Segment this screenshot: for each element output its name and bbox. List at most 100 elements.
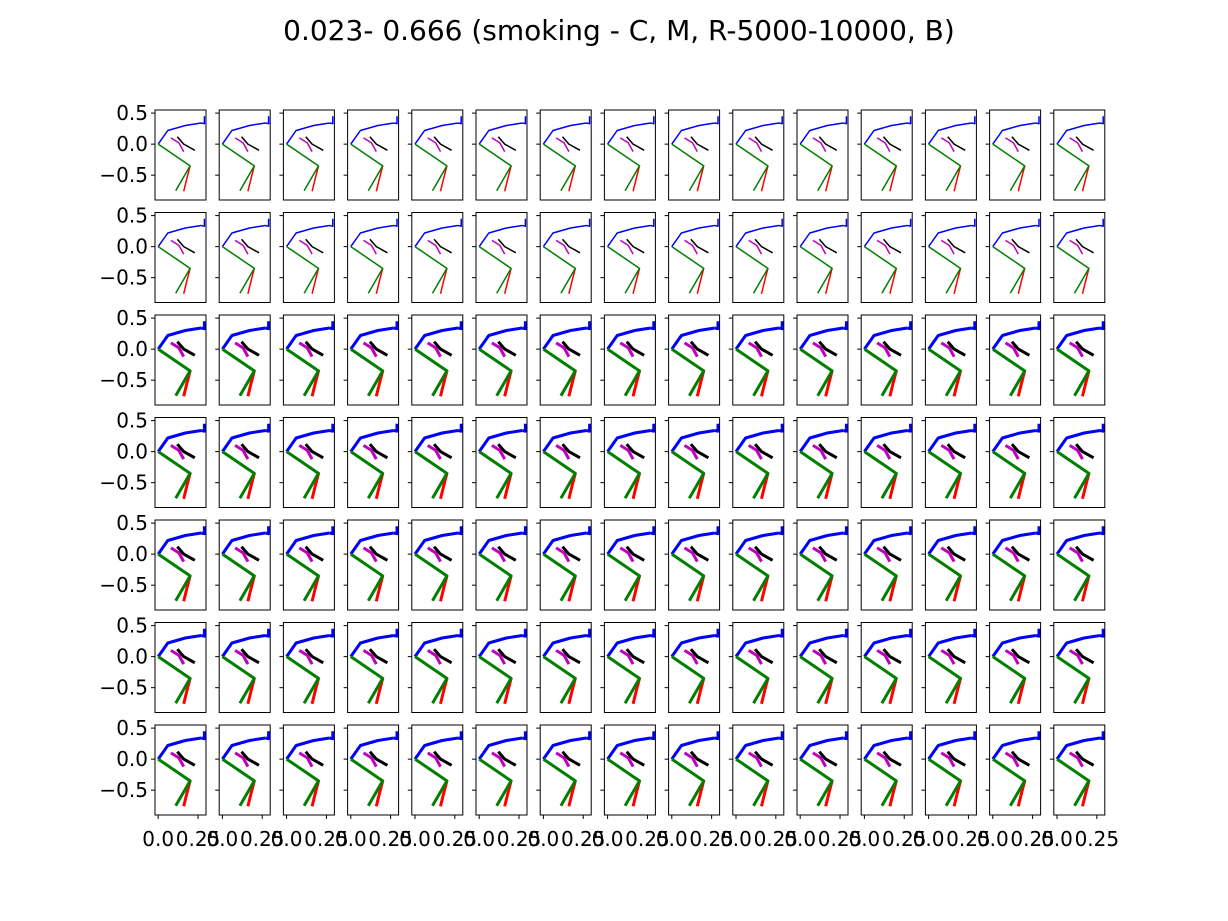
panel-r0-c9 xyxy=(728,109,785,201)
series-0-segment-0 xyxy=(991,736,1037,760)
series-1-segment-0 xyxy=(747,649,763,665)
panel-frame xyxy=(668,212,721,303)
series-3-segment-0 xyxy=(247,268,256,294)
series-4-segment-0 xyxy=(478,552,513,602)
series-0-segment-1 xyxy=(1035,321,1041,331)
panel-frame xyxy=(282,109,335,201)
series-0-segment-1 xyxy=(843,218,848,227)
series-0-segment-1 xyxy=(842,731,848,741)
panel-frame xyxy=(218,724,271,816)
series-0-segment-1 xyxy=(200,321,206,331)
series-0-segment-0 xyxy=(927,736,972,760)
panel-frame xyxy=(732,212,785,303)
panel-r4-c1 xyxy=(215,519,271,611)
series-0-segment-0 xyxy=(670,634,716,658)
x-tick-label: 0.0 xyxy=(784,827,816,851)
panel-frame xyxy=(924,519,977,611)
panel-frame xyxy=(539,314,592,406)
series-1-segment-0 xyxy=(940,546,956,563)
x-tick-label: 0.25 xyxy=(561,827,606,851)
series-2-segment-0 xyxy=(1074,545,1095,562)
series-2-segment-0 xyxy=(689,648,710,665)
panel-frame xyxy=(989,417,1042,508)
series-1-segment-0 xyxy=(940,137,955,152)
panel-frame xyxy=(796,519,849,611)
series-2-segment-0 xyxy=(690,238,709,254)
panel-frame xyxy=(475,314,528,406)
panel-frame xyxy=(154,109,207,201)
series-0-segment-0 xyxy=(606,634,651,658)
series-4-segment-0 xyxy=(799,450,834,499)
panel-r5-c10 xyxy=(793,622,849,713)
x-tick-label: 0.25 xyxy=(497,827,542,851)
series-4-segment-0 xyxy=(350,143,384,192)
y-tick-label: 0.5 xyxy=(116,716,148,740)
series-4-segment-0 xyxy=(927,655,962,704)
series-0-segment-0 xyxy=(477,429,523,453)
panel-r0-c2 xyxy=(279,109,335,201)
series-2-segment-0 xyxy=(240,648,260,665)
series-1-segment-0 xyxy=(747,341,763,358)
series-4-segment-0 xyxy=(735,245,769,294)
panel-frame xyxy=(282,724,335,816)
panel-r2-c4 xyxy=(407,314,464,406)
series-1-segment-0 xyxy=(619,137,634,152)
series-1-segment-0 xyxy=(683,751,699,768)
series-2-segment-0 xyxy=(240,238,260,254)
series-0-segment-1 xyxy=(714,321,720,331)
series-1-segment-0 xyxy=(298,444,314,460)
series-2-segment-0 xyxy=(626,238,645,254)
panel-frame xyxy=(796,417,849,508)
series-1-segment-0 xyxy=(234,444,250,460)
series-0-segment-0 xyxy=(992,122,1036,145)
panel-r5-c11 xyxy=(857,622,913,713)
panel-frame xyxy=(732,519,785,611)
series-4-segment-0 xyxy=(1056,552,1091,602)
series-0-segment-1 xyxy=(201,116,206,125)
panel-frame xyxy=(860,314,913,406)
series-1-segment-0 xyxy=(426,546,442,563)
series-3-segment-0 xyxy=(889,165,898,192)
series-1-segment-0 xyxy=(491,444,507,460)
x-tick-label: 0.0 xyxy=(142,827,174,851)
panel-frame xyxy=(154,622,207,713)
series-4-segment-0 xyxy=(606,757,641,807)
series-3-segment-0 xyxy=(953,268,962,294)
series-3-segment-0 xyxy=(760,268,769,294)
series-0-segment-0 xyxy=(799,122,844,145)
series-2-segment-0 xyxy=(497,340,517,357)
panel-frame xyxy=(282,417,335,508)
series-1-segment-0 xyxy=(812,546,828,563)
series-0-segment-0 xyxy=(1055,326,1101,350)
panel-frame xyxy=(603,724,656,816)
series-1-segment-0 xyxy=(876,649,892,665)
series-4-segment-0 xyxy=(606,552,641,602)
series-1-segment-0 xyxy=(234,137,249,152)
series-4-segment-0 xyxy=(992,245,1026,294)
panel-r6-c12: 0.0 0.25 xyxy=(913,724,991,851)
series-1-segment-0 xyxy=(426,444,442,460)
y-tick-label: 0.5 xyxy=(116,409,148,433)
panel-r1-c12 xyxy=(921,212,977,303)
panel-r2-c9 xyxy=(728,314,785,406)
series-0-segment-0 xyxy=(927,531,972,555)
series-4-segment-0 xyxy=(414,757,449,807)
series-1-segment-0 xyxy=(298,546,314,563)
panel-r4-c9 xyxy=(728,519,785,611)
series-0-segment-0 xyxy=(606,429,651,453)
panel-r1-c0: 0.5 0.0 −0.5 xyxy=(99,204,207,303)
series-0-segment-1 xyxy=(586,218,591,227)
panel-frame xyxy=(154,724,207,816)
series-0-segment-0 xyxy=(285,224,330,248)
series-2-segment-0 xyxy=(561,340,581,357)
series-2-segment-0 xyxy=(1075,136,1094,151)
panel-r2-c3 xyxy=(343,314,400,406)
panel-r2-c7 xyxy=(600,314,656,406)
panel-frame xyxy=(603,417,656,508)
series-2-segment-0 xyxy=(818,238,838,254)
series-2-segment-0 xyxy=(176,545,196,562)
series-0-segment-1 xyxy=(329,321,335,331)
panel-frame xyxy=(154,417,207,508)
series-2-segment-0 xyxy=(946,545,966,562)
series-1-segment-0 xyxy=(940,751,956,768)
